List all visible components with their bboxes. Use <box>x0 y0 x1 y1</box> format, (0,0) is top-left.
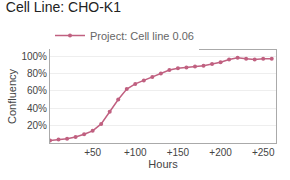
svg-text:+250: +250 <box>252 147 275 158</box>
svg-text:+50: +50 <box>84 147 101 158</box>
svg-text:80%: 80% <box>27 68 47 79</box>
svg-text:Confluency: Confluency <box>6 68 18 124</box>
svg-text:Cell Line: CHO-K1: Cell Line: CHO-K1 <box>6 0 121 15</box>
svg-text:100%: 100% <box>21 51 47 62</box>
svg-text:+200: +200 <box>209 147 232 158</box>
svg-text:+100: +100 <box>124 147 147 158</box>
svg-text:60%: 60% <box>27 85 47 96</box>
svg-text:Project: Cell line 0.06: Project: Cell line 0.06 <box>90 30 194 42</box>
svg-text:+150: +150 <box>167 147 190 158</box>
svg-text:20%: 20% <box>27 120 47 131</box>
svg-text:40%: 40% <box>27 103 47 114</box>
svg-text:Hours: Hours <box>148 158 178 170</box>
